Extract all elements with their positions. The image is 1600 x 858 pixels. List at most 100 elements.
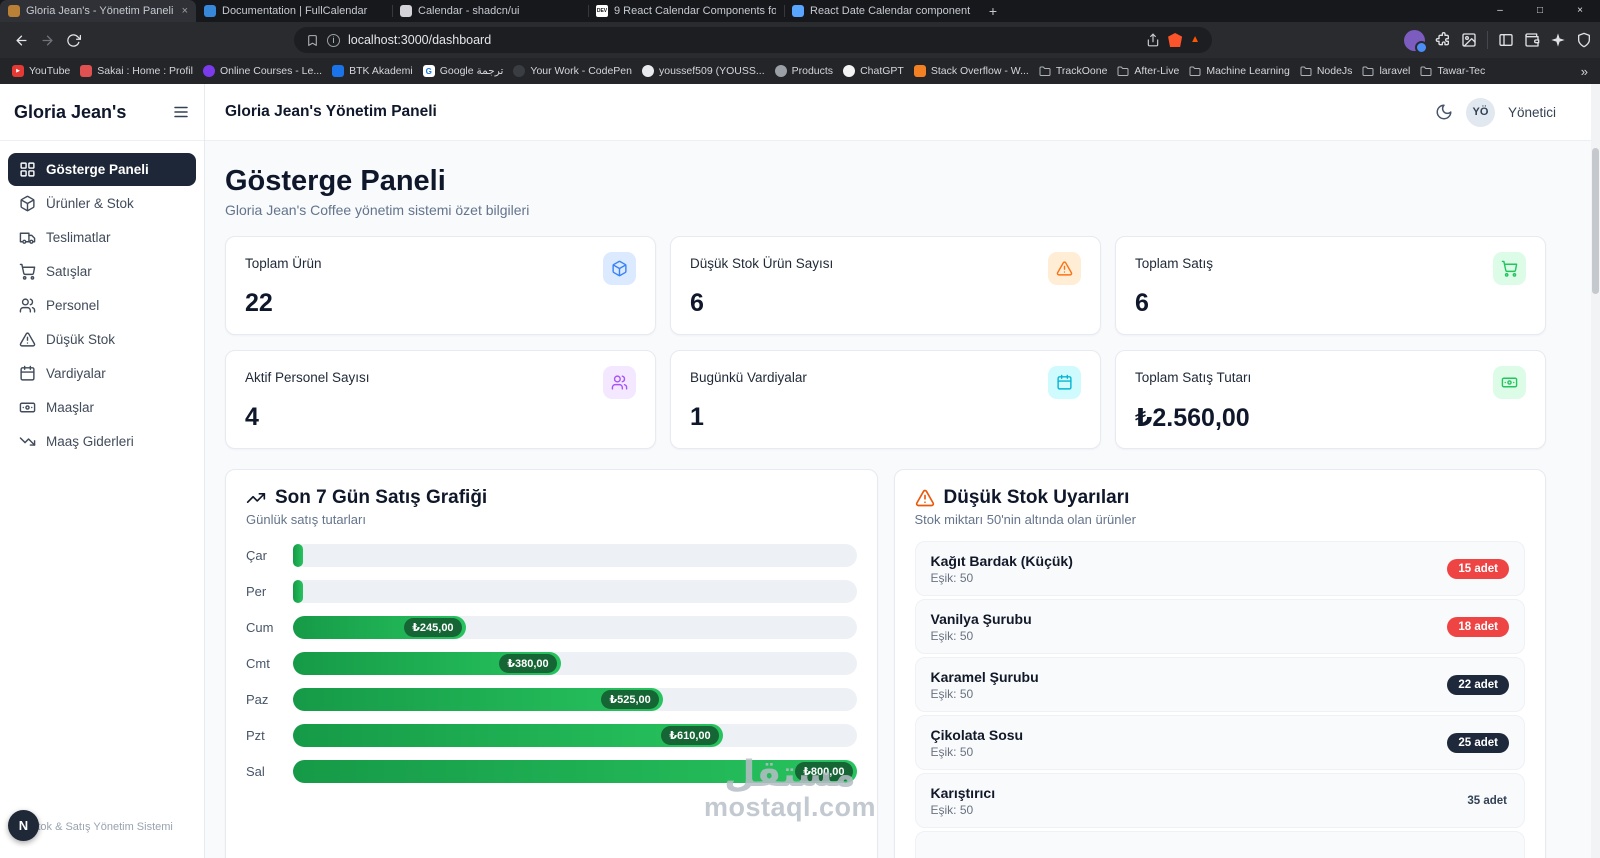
alert-triangle-icon	[19, 332, 36, 347]
sidebar-item-urunler-stok[interactable]: Ürünler & Stok	[8, 187, 196, 220]
tab-dev-react-calendar[interactable]: DEV 9 React Calendar Components for Yo	[588, 0, 784, 22]
bookmark-github-youssef[interactable]: youssef509 (YOUSS...	[641, 65, 765, 77]
calendar-icon	[1048, 366, 1081, 399]
dark-mode-toggle[interactable]	[1435, 103, 1453, 121]
sidebar-item-maaslar[interactable]: Maaşlar	[8, 391, 196, 424]
user-avatar[interactable]: YÖ	[1465, 97, 1495, 127]
chart-bar-row: Cum ₺245,00	[246, 616, 857, 639]
page-scrollbar[interactable]	[1591, 84, 1600, 858]
bookmark-btk-akademi[interactable]: BTK Akademi	[332, 65, 413, 77]
profile-avatar[interactable]	[1404, 29, 1428, 54]
address-bar[interactable]: localhost:3000/dashboard ▲	[294, 27, 1212, 53]
bookmark-label: Machine Learning	[1206, 65, 1290, 77]
users-icon	[603, 366, 636, 399]
sidebar-item-dusuk-stok[interactable]: Düşük Stok	[8, 323, 196, 356]
bookmark-label: Sakai : Home : Profil	[97, 65, 193, 77]
minimize-button[interactable]: –	[1497, 5, 1503, 16]
folder-icon	[1420, 65, 1432, 77]
bookmark-label: Stack Overflow - W...	[930, 65, 1029, 77]
stat-value: 6	[1135, 289, 1149, 317]
bookmark-codepen[interactable]: Your Work - CodePen	[513, 65, 632, 77]
sidebar-panel-icon[interactable]	[1498, 32, 1514, 48]
brave-shield-icon[interactable]	[1168, 33, 1183, 47]
bookmark-icon[interactable]	[306, 34, 319, 47]
sidebar-item-label: Ürünler & Stok	[46, 196, 134, 211]
tab-favicon	[8, 5, 20, 17]
sidebar-item-satislar[interactable]: Satışlar	[8, 255, 196, 288]
cart-icon	[1493, 252, 1526, 285]
bar-track	[293, 580, 857, 603]
bar-category-label: Cum	[246, 620, 274, 635]
sidebar-item-vardiyalar[interactable]: Vardiyalar	[8, 357, 196, 390]
bookmark-sakai[interactable]: Sakai : Home : Profil	[80, 65, 193, 77]
tab-close-icon[interactable]: ×	[181, 5, 188, 17]
bookmark-stackoverflow[interactable]: Stack Overflow - W...	[913, 65, 1029, 77]
sales-chart-panel: Son 7 Gün Satış Grafiği Günlük satış tut…	[225, 469, 878, 858]
floating-n-badge[interactable]: N	[8, 810, 39, 841]
bookmark-label: Online Courses - Le...	[219, 65, 323, 77]
stat-value: 6	[690, 289, 704, 317]
sidebar-item-personel[interactable]: Personel	[8, 289, 196, 322]
bookmark-folder-trackoone[interactable]: TrackOone	[1039, 65, 1107, 77]
stock-item-threshold: Eşik: 50	[930, 628, 974, 643]
brave-rewards-icon[interactable]: ▲	[1190, 34, 1200, 45]
new-tab-button[interactable]: +	[988, 3, 998, 19]
scrollbar-thumb[interactable]	[1592, 148, 1599, 294]
close-button[interactable]: ×	[1577, 5, 1583, 16]
bookmark-online-courses[interactable]: Online Courses - Le...	[202, 65, 323, 77]
bookmark-folder-after-live[interactable]: After-Live	[1117, 65, 1179, 77]
bookmark-folder-laravel[interactable]: laravel	[1362, 65, 1410, 77]
bookmarks-overflow-chevron[interactable]: »	[1580, 63, 1588, 79]
sidebar-item-gosterge-paneli[interactable]: Gösterge Paneli	[8, 153, 196, 186]
truck-icon	[19, 232, 36, 244]
bar: ₺380,00	[293, 652, 561, 675]
bar-track: ₺610,00	[293, 724, 857, 747]
bar-category-label: Sal	[246, 764, 265, 779]
tab-title: Calendar - shadcn/ui	[418, 5, 520, 17]
stat-value: 1	[690, 403, 704, 431]
bookmark-google-translate[interactable]: Google ترجمة	[422, 65, 503, 77]
tab-gloria-jeans[interactable]: Gloria Jean's - Yönetim Paneli ×	[0, 0, 196, 22]
back-icon[interactable]	[8, 27, 34, 53]
youtube-favicon	[12, 65, 24, 77]
url-text[interactable]: localhost:3000/dashboard	[348, 33, 492, 47]
media-icon[interactable]	[1461, 32, 1477, 48]
codepen-favicon	[513, 65, 526, 77]
bookmark-products[interactable]: Products	[774, 65, 833, 77]
bookmark-youtube[interactable]: YouTube	[12, 65, 70, 77]
bar-track: ₺800,00	[293, 760, 857, 783]
bar-category-label: Per	[246, 584, 267, 599]
sparkles-icon[interactable]	[1550, 32, 1566, 48]
sidebar-footer-text: Stok & Satış Yönetim Sistemi	[30, 821, 173, 833]
share-icon[interactable]	[1146, 33, 1160, 47]
sidebar-item-label: Maaş Giderleri	[46, 434, 134, 449]
reload-icon[interactable]	[60, 27, 86, 53]
forward-icon[interactable]	[34, 27, 60, 53]
bookmark-label: BTK Akademi	[349, 65, 413, 77]
site-info-icon[interactable]	[327, 33, 340, 47]
bookmark-folder-nodejs[interactable]: NodeJs	[1300, 65, 1353, 77]
user-role-label: Yönetici	[1507, 104, 1556, 120]
stock-item-name: Çikolata Sosu	[930, 726, 1024, 743]
maximize-button[interactable]: □	[1536, 5, 1544, 16]
bookmark-label: ChatGPT	[860, 65, 904, 77]
stock-item-name: Kağıt Bardak (Küçük)	[930, 552, 1073, 569]
tab-react-date-calendar[interactable]: React Date Calendar component - M	[784, 0, 980, 22]
stat-label: Bugünkü Vardiyalar	[690, 370, 807, 385]
shield-icon[interactable]	[1576, 32, 1592, 48]
bookmark-folder-machine-learning[interactable]: Machine Learning	[1189, 65, 1290, 77]
dashboard-content: Gösterge Paneli Gloria Jean's Coffee yön…	[205, 141, 1600, 858]
sidebar-item-maas-giderleri[interactable]: Maaş Giderleri	[8, 425, 196, 458]
bookmark-label: NodeJs	[1316, 65, 1353, 77]
bookmark-chatgpt[interactable]: ChatGPT	[843, 65, 904, 77]
sidebar-item-teslimatlar[interactable]: Teslimatlar	[8, 221, 196, 254]
bar-track: ₺380,00	[293, 652, 857, 675]
extensions-puzzle-icon[interactable]	[1435, 32, 1451, 48]
sidebar-brand-row: Gloria Jean's	[0, 84, 204, 141]
tab-fullcalendar[interactable]: Documentation | FullCalendar	[196, 0, 392, 22]
wallet-icon[interactable]	[1524, 32, 1540, 48]
bookmark-folder-tawar-tec[interactable]: Tawar-Tec	[1420, 65, 1485, 77]
tab-shadcn-calendar[interactable]: Calendar - shadcn/ui	[392, 0, 588, 22]
hamburger-menu-icon[interactable]	[172, 103, 190, 121]
bar-category-label: Çar	[246, 548, 267, 563]
